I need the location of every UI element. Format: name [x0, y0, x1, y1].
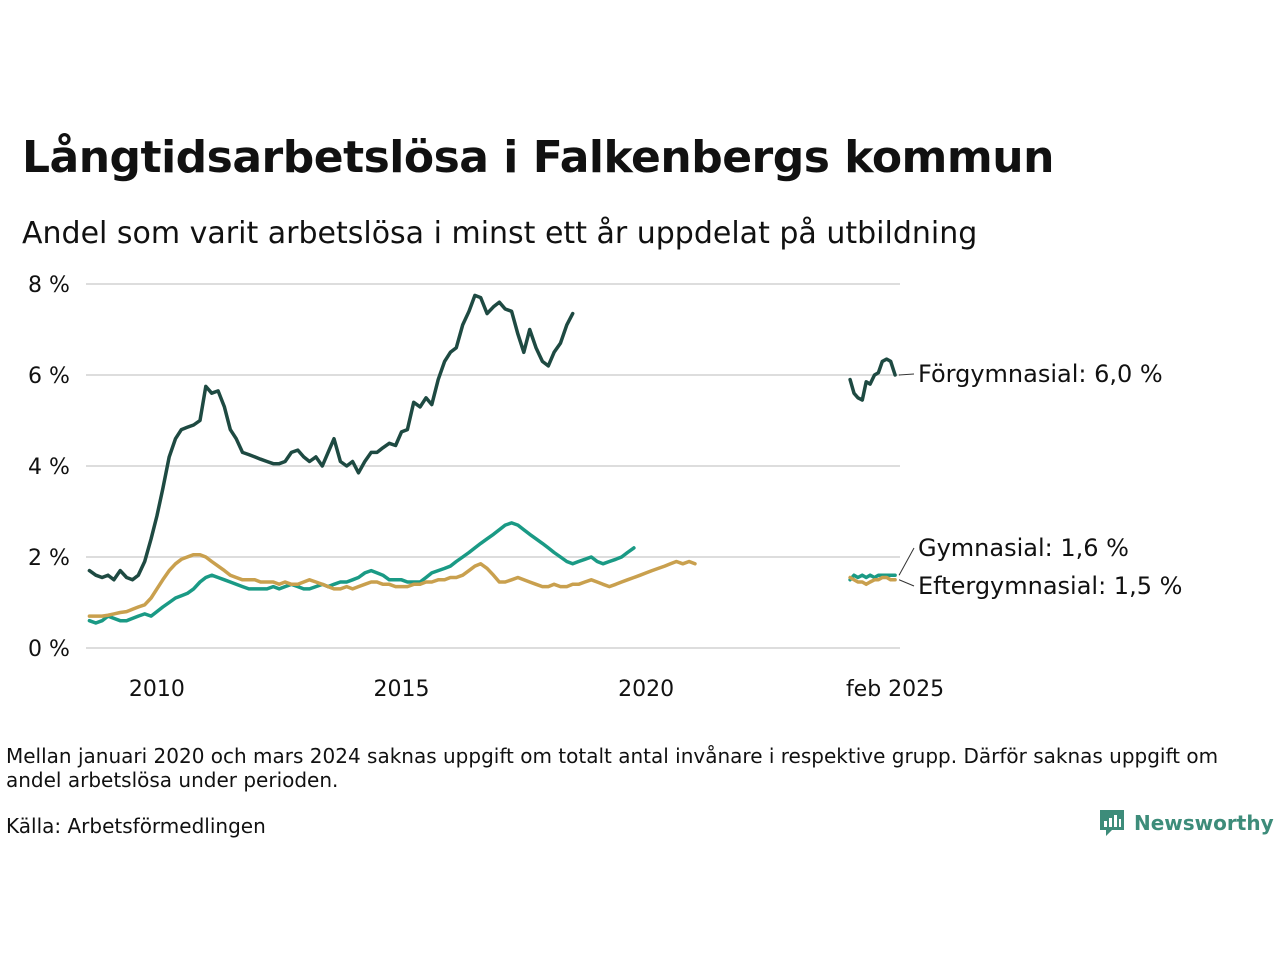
series-lines: [87, 293, 897, 625]
series-line-eftergymnasial: [848, 575, 897, 587]
end-label-förgymnasial: Förgymnasial: 6,0 %: [918, 360, 1163, 388]
y-tick-label: 6 %: [28, 364, 70, 389]
chart-title: Långtidsarbetslösa i Falkenbergs kommun: [22, 132, 1054, 183]
line-chart: 0 % 2 % 4 % 6 % 8 % 2010 2015 2020 feb 2025 För…: [28, 273, 1182, 702]
x-tick-label: feb 2025: [846, 677, 944, 702]
end-label-eftergymnasial: Eftergymnasial: 1,5 %: [918, 572, 1182, 600]
y-tick-label: 0 %: [28, 637, 70, 662]
chart-subtitle: Andel som varit arbetslösa i minst ett å…: [22, 216, 978, 251]
series-line-eftergymnasial: [87, 552, 697, 618]
newsworthy-logo-text: Newsworthy: [1134, 811, 1274, 835]
end-label-connector: [898, 579, 915, 587]
y-axis-ticks: 0 % 2 % 4 % 6 % 8 %: [28, 273, 70, 662]
x-tick-label: 2020: [618, 677, 674, 702]
series-end-labels: Förgymnasial: 6,0 % Gymnasial: 1,6 % Efter…: [898, 360, 1182, 600]
footnote: Mellan januari 2020 och mars 2024 saknas…: [6, 744, 1219, 792]
x-tick-label: 2010: [129, 677, 185, 702]
series-line-gymnasial: [87, 521, 636, 625]
x-axis-ticks: 2010 2015 2020 feb 2025: [129, 677, 944, 702]
y-tick-label: 2 %: [28, 546, 70, 571]
y-tick-label: 4 %: [28, 455, 70, 480]
end-label-gymnasial: Gymnasial: 1,6 %: [918, 534, 1129, 562]
series-line-förgymnasial: [87, 293, 575, 582]
gridlines: [86, 283, 900, 649]
series-line-gymnasial: [848, 573, 897, 582]
newsworthy-logo: Newsworthy: [1098, 808, 1274, 838]
newsworthy-logo-icon: [1100, 810, 1124, 836]
end-label-connector: [898, 547, 915, 576]
end-label-connector: [899, 373, 915, 376]
series-line-förgymnasial: [848, 357, 897, 402]
source-line: Källa: Arbetsförmedlingen: [6, 814, 266, 838]
x-tick-label: 2015: [374, 677, 430, 702]
y-tick-label: 8 %: [28, 273, 70, 298]
